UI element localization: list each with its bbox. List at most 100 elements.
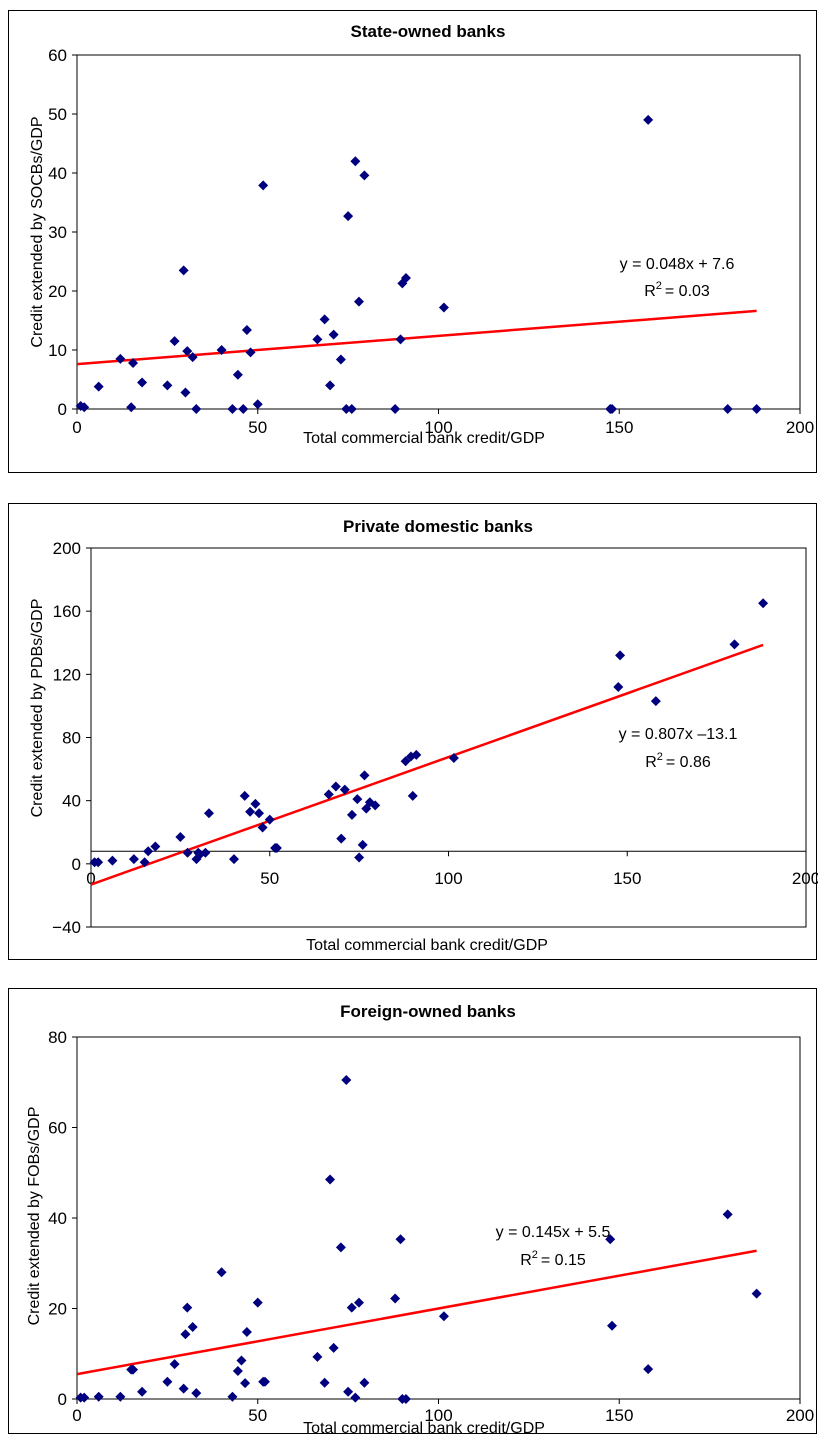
- points-group: [75, 1074, 762, 1404]
- data-point: [325, 1174, 336, 1185]
- data-point: [216, 1267, 227, 1278]
- data-point: [259, 1376, 270, 1387]
- points-group: [75, 114, 762, 414]
- x-tick-label: 150: [605, 418, 633, 437]
- y-axis-label: Credit extended by SOCBs/GDP: [29, 116, 46, 347]
- plot-area: [76, 1036, 801, 1400]
- x-tick-label: 200: [786, 1406, 814, 1425]
- data-point: [216, 345, 227, 355]
- y-tick-label: 20: [48, 282, 67, 301]
- data-point: [162, 1376, 173, 1387]
- y-tick-label: 0: [58, 400, 67, 419]
- y-tick-label: 20: [48, 1300, 67, 1319]
- chart-title: Private domestic banks: [343, 517, 533, 536]
- y-axis-label: Credit extended by PDBs/GDP: [29, 599, 46, 818]
- r-squared-label: R2 = 0.86: [645, 751, 711, 771]
- data-point: [238, 404, 249, 414]
- data-point: [323, 789, 334, 800]
- data-point: [162, 380, 173, 391]
- y-tick-label: 40: [62, 792, 81, 811]
- trend-equation: y = 0.048x + 7.6: [620, 256, 735, 273]
- chart-title: Foreign-owned banks: [340, 1002, 516, 1021]
- data-point: [227, 1391, 238, 1402]
- data-point: [200, 847, 211, 858]
- data-point: [115, 1391, 126, 1402]
- axis-ticks: 0 50 100 150 200 0 20 40 60 80: [48, 1028, 814, 1425]
- y-tick-label: 0: [72, 855, 81, 874]
- data-point: [175, 831, 186, 842]
- data-point: [169, 336, 180, 347]
- data-point: [395, 334, 406, 345]
- data-point: [364, 797, 375, 808]
- data-point: [239, 790, 250, 801]
- data-point: [400, 273, 411, 284]
- data-point: [312, 334, 323, 345]
- y-tick-label: 160: [53, 602, 81, 621]
- x-tick-label: 0: [86, 869, 95, 888]
- data-point: [613, 681, 624, 692]
- data-point: [335, 354, 346, 365]
- y-tick-label: 30: [48, 223, 67, 242]
- x-axis-label: Total commercial bank credit/GDP: [306, 937, 548, 954]
- data-point: [178, 265, 189, 276]
- data-point: [359, 1377, 370, 1388]
- data-point: [650, 696, 661, 707]
- y-tick-label: 80: [48, 1028, 67, 1047]
- data-point: [350, 156, 361, 167]
- x-tick-label: 150: [605, 1406, 633, 1425]
- data-point: [128, 357, 139, 368]
- data-point: [107, 855, 118, 866]
- y-tick-label: 80: [62, 729, 81, 748]
- data-point: [335, 1242, 346, 1253]
- data-point: [758, 598, 769, 609]
- trend-equation: y = 0.145x + 5.5: [496, 1224, 611, 1241]
- trendline-group: [90, 643, 764, 886]
- data-point: [227, 404, 238, 414]
- data-point: [607, 1320, 618, 1331]
- x-tick-label: 200: [786, 418, 814, 437]
- chart-svg-state-owned: State-owned banks 0 50 100 150 200 0 10 20 30 40 5…: [29, 22, 814, 447]
- y-tick-label: 0: [58, 1390, 67, 1409]
- chart-panel-state-owned: State-owned banks 0 50 100 150 200 0 10 20 30 40 5…: [8, 10, 817, 473]
- chart-panel-private-domestic: Private domestic banks 0 50 100 150 200 −40 0 4…: [8, 503, 818, 960]
- data-point: [341, 404, 352, 414]
- data-point: [191, 404, 202, 414]
- trendline: [76, 309, 757, 366]
- data-point: [643, 114, 654, 125]
- data-point: [93, 1391, 104, 1402]
- data-point: [319, 314, 330, 325]
- x-tick-label: 100: [424, 418, 452, 437]
- data-point: [93, 857, 104, 868]
- data-point: [643, 1364, 654, 1375]
- data-point: [400, 1394, 411, 1404]
- data-point: [115, 353, 126, 364]
- data-point: [346, 809, 357, 820]
- data-point: [357, 839, 368, 850]
- r-squared-label: R2 = 0.03: [644, 280, 710, 300]
- data-point: [178, 1383, 189, 1394]
- data-point: [400, 756, 411, 767]
- data-point: [448, 753, 459, 764]
- data-point: [187, 1322, 198, 1333]
- data-point: [79, 1392, 90, 1403]
- data-point: [339, 784, 350, 795]
- data-point: [330, 781, 341, 792]
- data-point: [328, 1342, 339, 1353]
- data-point: [139, 857, 150, 868]
- x-tick-label: 100: [434, 869, 462, 888]
- y-tick-label: 120: [53, 665, 81, 684]
- y-tick-label: 60: [48, 46, 67, 65]
- trendline-group: [76, 1249, 757, 1376]
- x-axis-label: Total commercial bank credit/GDP: [303, 1420, 545, 1437]
- data-point: [395, 1234, 406, 1245]
- data-point: [359, 770, 370, 781]
- trend-equation: y = 0.807x –13.1: [619, 726, 738, 743]
- chart-title: State-owned banks: [351, 22, 506, 41]
- data-point: [352, 794, 363, 805]
- trendline: [90, 643, 764, 886]
- chart-svg-foreign-owned: Foreign-owned banks 0 50 100 150 200 0 20 40 60 8…: [26, 1002, 814, 1437]
- trendline-group: [76, 309, 757, 366]
- data-point: [359, 170, 370, 181]
- data-point: [232, 369, 243, 380]
- data-point: [191, 1388, 202, 1399]
